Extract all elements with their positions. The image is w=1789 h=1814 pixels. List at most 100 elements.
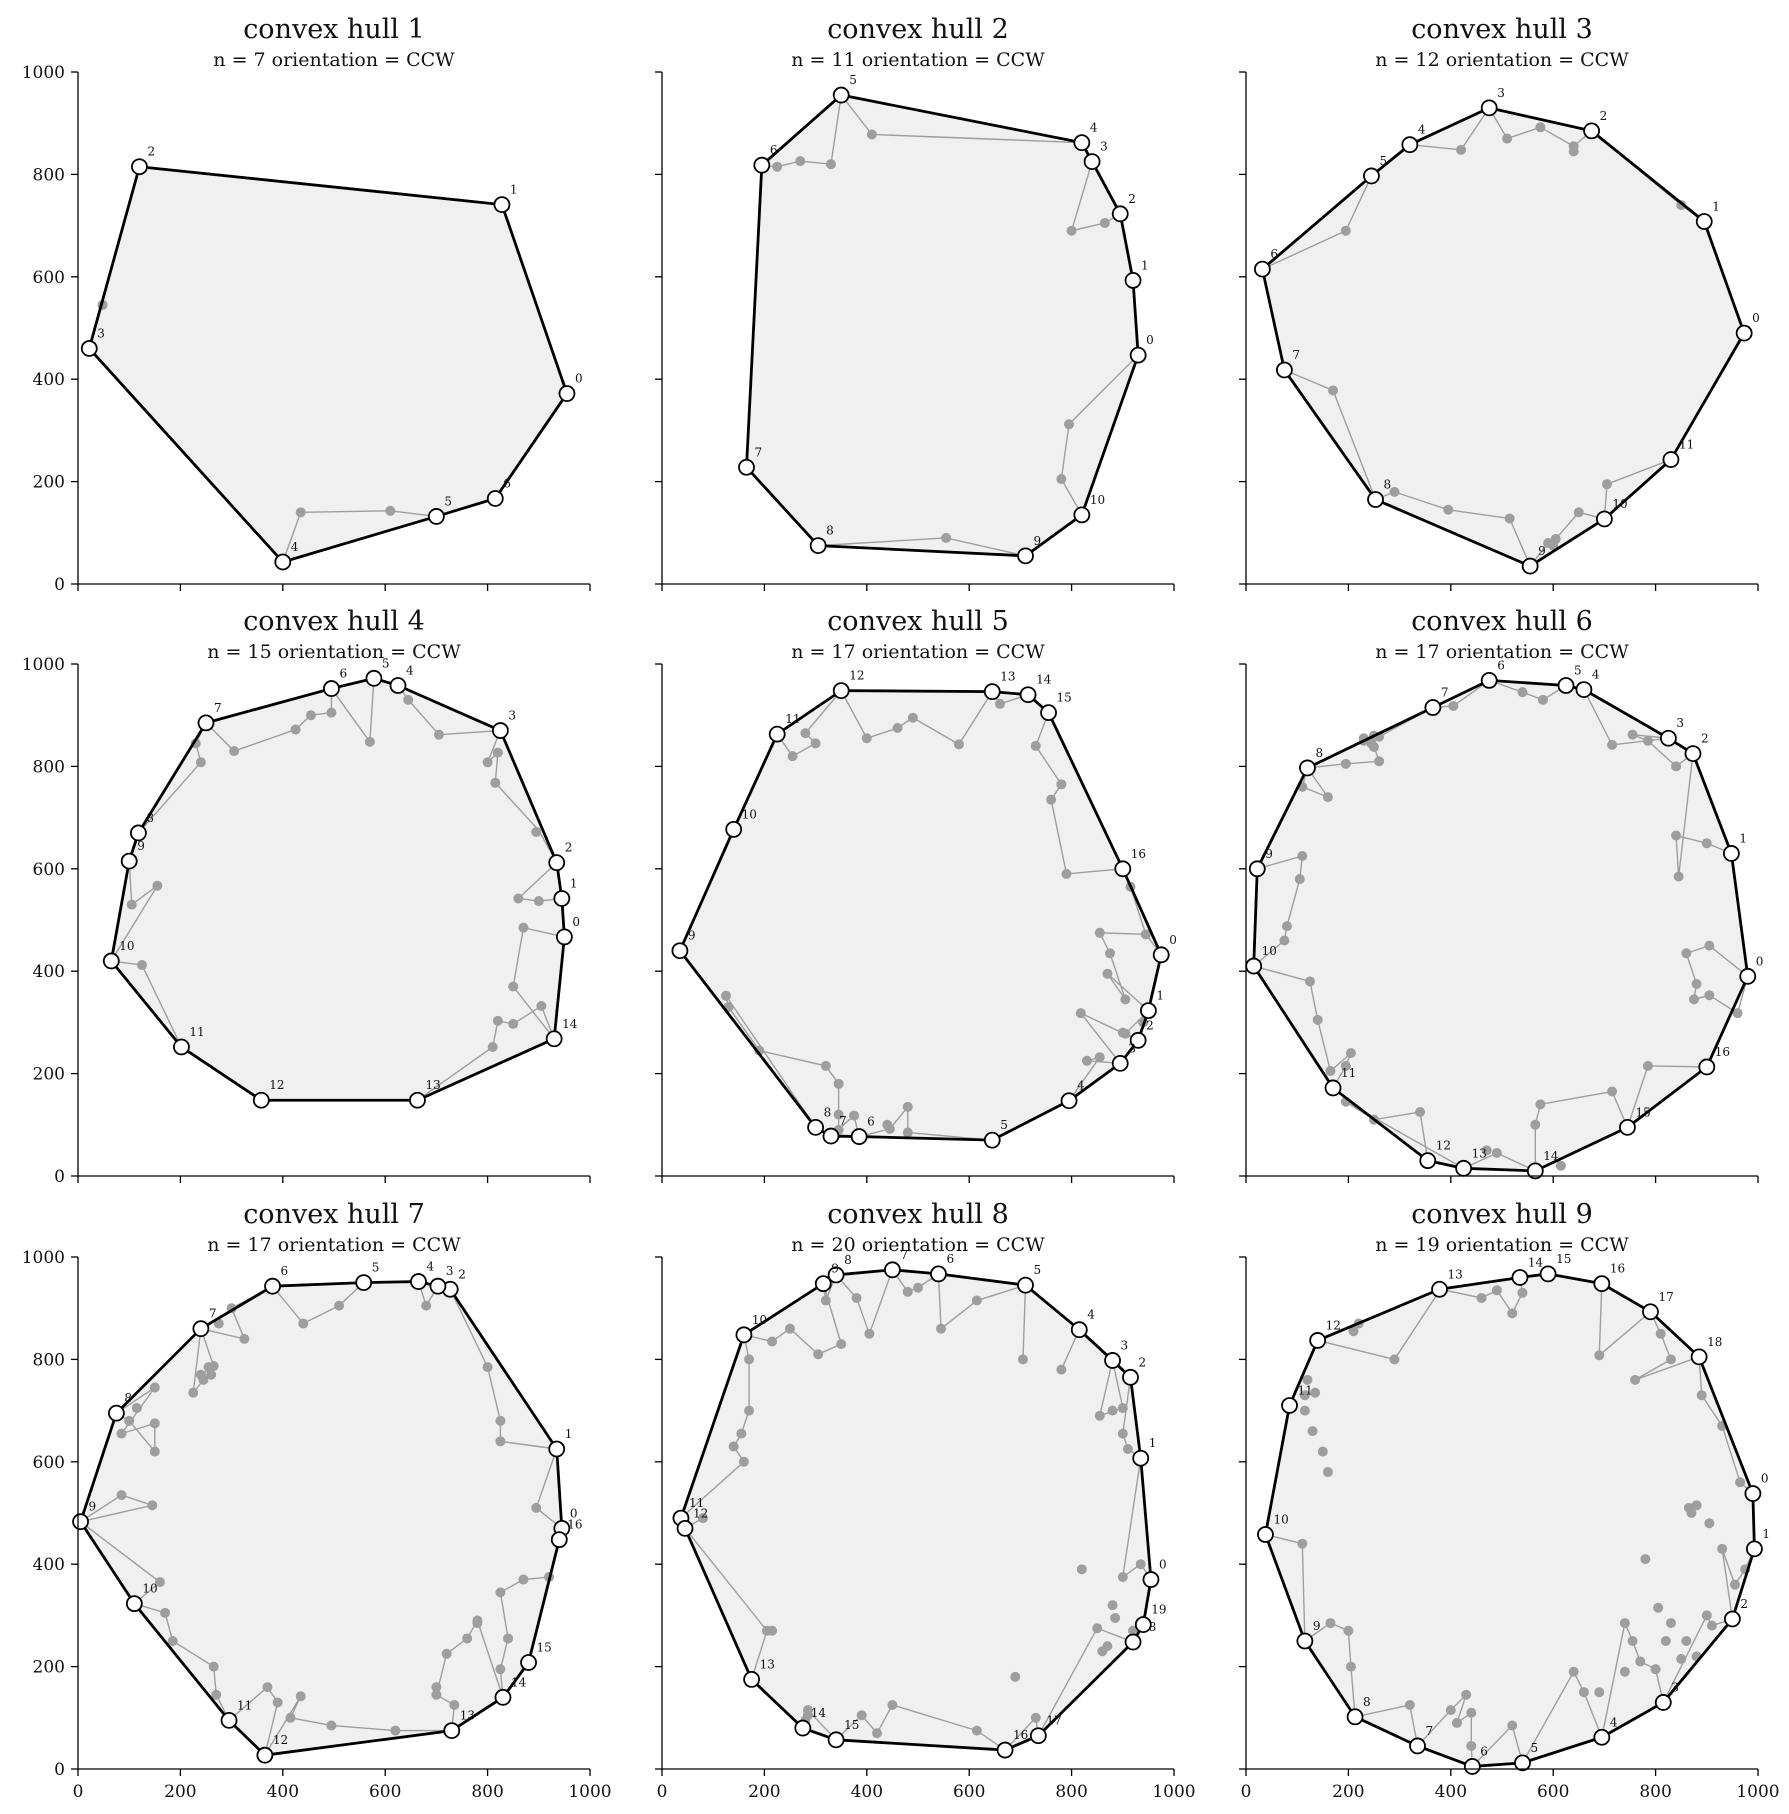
hull-vertex-label: 5 [1530,1741,1538,1755]
interior-point [1555,1160,1566,1171]
x-tick-label: 800 [471,1782,503,1802]
interior-point [1607,739,1618,750]
x-tick-label: 400 [851,1782,883,1802]
hull-vertex-label: 3 [508,709,516,723]
interior-point [971,1295,982,1306]
interior-point [728,1441,739,1452]
hull-vertex-label: 2 [1146,1018,1154,1032]
hull-vertex [1257,1526,1274,1543]
interior-point [1340,225,1351,236]
interior-point [1056,474,1067,485]
interior-point [971,1725,982,1736]
hull-vertex [1253,260,1271,278]
interior-point [295,1691,306,1702]
hull-vertex [743,1671,760,1688]
hull-vertex [996,1741,1014,1759]
hull-vertex [1424,699,1442,716]
hull-vertex-label: 7 [839,1114,847,1128]
interior-point [490,777,501,788]
interior-point [508,981,519,992]
hull-vertex-label: 13 [760,1657,775,1671]
hull-vertex [1111,1054,1129,1072]
hull-vertex [1575,681,1593,698]
hull-vertex-label: 11 [189,1025,204,1039]
hull-vertex-label: 4 [1077,1079,1085,1093]
interior-point [1404,1700,1415,1710]
interior-point [1322,1467,1333,1478]
interior-point [1325,1066,1336,1077]
interior-point [1307,1426,1318,1437]
interior-point [531,826,542,837]
subplot-subtitle: n = 17 orientation = CCW [1375,641,1629,663]
hull-vertex-label: 14 [1528,1255,1544,1269]
hull-vertex [1309,1332,1327,1349]
y-tick-label: 1000 [22,1248,65,1268]
hull-vertex [429,1277,447,1295]
interior-point [116,1490,127,1501]
hull-fill [679,690,1162,1141]
interior-point [1461,1689,1472,1700]
interior-point [1017,1354,1028,1365]
interior-point [1732,1008,1743,1019]
interior-point [1507,1308,1518,1319]
interior-point [1299,1405,1310,1416]
x-tick-label: 1000 [1736,1782,1779,1802]
hull-vertex-label: 10 [1262,944,1277,958]
x-tick-label: 1000 [568,1782,611,1802]
interior-point [1117,1403,1128,1414]
y-tick-label: 0 [54,1167,65,1187]
subplot-subtitle: n = 20 orientation = CCW [791,1234,1045,1256]
hull-vertex-label: 10 [742,807,757,821]
hull-vertex [827,1731,845,1749]
hull-vertex [1463,1758,1481,1775]
interior-point [203,1362,214,1373]
hull-vertex-label: 11 [237,1698,252,1712]
interior-point [1389,486,1400,497]
x-tick-label: 400 [267,1782,299,1802]
hull-vertex [735,1326,753,1344]
interior-point [864,1328,875,1339]
interior-point [116,1428,127,1439]
x-tick-label: 200 [164,1782,196,1802]
x-tick-label: 600 [1537,1782,1569,1802]
interior-point [836,1339,847,1350]
hull-vertex-label: 12 [1436,1139,1451,1153]
interior-point [1279,935,1290,946]
hull-vertex [1526,1162,1544,1180]
x-tick-label: 400 [1435,1782,1467,1802]
y-tick-label: 600 [33,268,65,288]
interior-point [188,1387,199,1398]
interior-point [1481,1145,1492,1156]
hull-vertex [1684,745,1702,762]
x-tick-label: 200 [1332,1782,1364,1802]
interior-point [1504,513,1515,524]
interior-point [295,507,306,518]
interior-point [1704,1518,1715,1529]
interior-point [1345,1661,1356,1672]
interior-point [272,1697,283,1708]
interior-point [441,1648,452,1659]
subplot-title: convex hull 8 [827,1199,1009,1230]
hull-vertex-label: 7 [1441,686,1449,700]
interior-point [385,505,396,516]
hull-outline [745,93,1140,558]
input-path [1264,1273,1756,1769]
subplot-subtitle: n = 17 orientation = CCW [791,641,1045,663]
hull-fill [1262,107,1745,567]
hull-vertex [1104,1352,1121,1369]
hull-vertex [1346,1708,1364,1726]
interior-point [1665,1354,1676,1365]
interior-point [1302,1374,1313,1385]
hull-vertex [80,340,98,357]
interior-point [482,757,493,768]
hull-vertex [1017,547,1034,565]
interior-point [1704,940,1715,951]
hull-vertex-label: 9 [1265,847,1273,861]
interior-point [1117,1428,1128,1439]
input-path [110,677,566,1101]
interior-point [1676,1653,1687,1664]
interior-point [167,1636,178,1646]
interior-point [1627,1636,1638,1646]
